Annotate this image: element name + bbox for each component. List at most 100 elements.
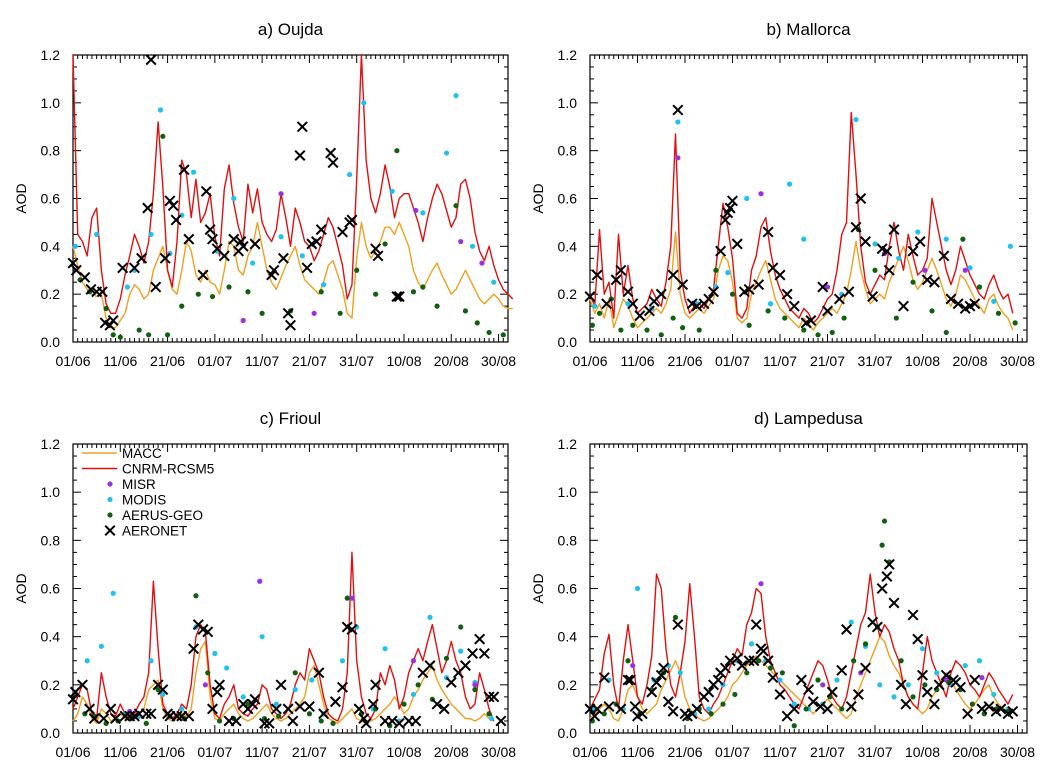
aeronet-point [900, 698, 912, 710]
aeronet-point [921, 274, 933, 286]
legend-label: AERUS-GEO [122, 508, 203, 523]
modis-point [919, 646, 926, 652]
x-tick-label: 01/07 [715, 353, 750, 369]
aeronet-point [928, 276, 940, 288]
aerus-geo-point [644, 327, 650, 333]
modis-point [84, 658, 90, 664]
aeronet-point [883, 264, 895, 276]
chart-panel-3: c) Frioul AOD 0.0 0.2 0.4 0.6 0.8 1.0 1.2 01/06 11… [13, 409, 516, 760]
aeronet-point [495, 715, 507, 727]
aeronet-point [726, 195, 739, 207]
aeronet-point [724, 202, 736, 214]
misr-point [479, 260, 485, 266]
x-tick-label: 21/06 [150, 353, 185, 369]
x-tick-label: 10/08 [905, 744, 940, 760]
aeronet-point [478, 648, 490, 660]
x-tick-label: 11/07 [763, 744, 797, 760]
misr-point [311, 310, 317, 316]
aerus-geo-point [155, 687, 161, 693]
aeronet-point [282, 703, 294, 715]
x-tick-label: 20/08 [434, 353, 469, 369]
modis-point [934, 670, 940, 676]
aeronet-point [636, 708, 648, 720]
modis-point [179, 706, 185, 712]
modis-point [453, 93, 459, 99]
y-tick-label: 1.2 [41, 47, 61, 63]
aeronet-point [325, 147, 337, 159]
chart-title: d) Lampedusa [754, 409, 863, 428]
aerus-geo-point [791, 723, 797, 729]
x-tick-label: 11/07 [245, 744, 279, 760]
aeronet-point [360, 717, 372, 729]
aerus-geo-point [226, 284, 232, 290]
aeronet-point [313, 667, 325, 679]
x-tick-label: 31/07 [857, 744, 892, 760]
aeronet-point [424, 660, 436, 672]
aerus-geo-point [943, 329, 949, 336]
aeronet-point [474, 633, 486, 645]
misr-point [278, 191, 284, 197]
aerus-geo-point [829, 329, 835, 336]
x-tick-label: 31/07 [339, 744, 374, 760]
aeronet-point [275, 679, 287, 691]
aerus-geo-point [318, 289, 324, 295]
aeronet-point [840, 623, 853, 635]
aeronet-point [774, 269, 786, 281]
aeronet-point [183, 233, 195, 245]
modis-point [777, 677, 783, 683]
aeronet-point [601, 298, 613, 310]
x-tick-label: 20/08 [952, 744, 987, 760]
aerus-geo-point [354, 267, 360, 273]
y-tick-label: 1.0 [558, 95, 578, 111]
aerus-geo-point [458, 624, 464, 630]
aeronet-point [211, 686, 223, 698]
aeronet-point [805, 314, 817, 326]
x-tick-label: 01/07 [197, 744, 232, 760]
modis-point [677, 670, 683, 676]
aerus-geo-point [839, 706, 845, 712]
aeronet-point [658, 662, 670, 674]
aeronet-point [140, 708, 152, 720]
x-tick-label: 01/07 [715, 744, 750, 760]
aeronet-point [188, 643, 200, 655]
aeronet-point [672, 619, 684, 631]
aeronet-point [703, 293, 715, 305]
aerus-geo-point [630, 322, 636, 328]
y-tick-label: 0.6 [558, 581, 578, 597]
aeronet-point [228, 233, 240, 245]
series-line-cnrm-rcsm5 [72, 551, 495, 722]
modis-point [625, 301, 631, 307]
modis-point [124, 284, 130, 290]
aeronet-point [483, 691, 495, 703]
aeronet-point [584, 291, 596, 303]
aerus-geo-point [472, 687, 478, 693]
aeronet-point [672, 104, 684, 116]
aeronet-point [940, 669, 952, 681]
aeronet-point [836, 664, 848, 676]
aeronet-point [731, 652, 743, 664]
aeronet-point [859, 662, 872, 674]
aeronet-point [204, 224, 216, 236]
chart-panel-2: b) Mallorca AOD 0.0 0.2 0.4 0.6 0.8 1.0 1.2 01/06… [530, 20, 1035, 369]
aeronet-point [748, 655, 760, 667]
modis-point [443, 150, 450, 156]
aerus-geo-point [960, 236, 966, 242]
aeronet-point [821, 305, 834, 317]
aeronet-point [650, 676, 663, 688]
aeronet-point [677, 279, 689, 291]
aeronet-point [367, 698, 379, 710]
y-tick-label: 0.0 [558, 334, 578, 350]
aerus-geo-point [708, 711, 714, 717]
aerus-geo-point [910, 694, 916, 700]
aeronet-point [655, 669, 667, 681]
aeronet-point [788, 300, 800, 312]
y-tick-label: 0.4 [558, 238, 578, 254]
modis-point [157, 107, 164, 113]
aeronet-point [852, 688, 864, 700]
aerus-geo-point [696, 327, 702, 333]
aeronet-point [105, 703, 117, 715]
aeronet-point [459, 660, 471, 672]
aeronet-point [897, 300, 910, 312]
modis-point [320, 282, 327, 288]
aeronet-point [743, 655, 755, 667]
